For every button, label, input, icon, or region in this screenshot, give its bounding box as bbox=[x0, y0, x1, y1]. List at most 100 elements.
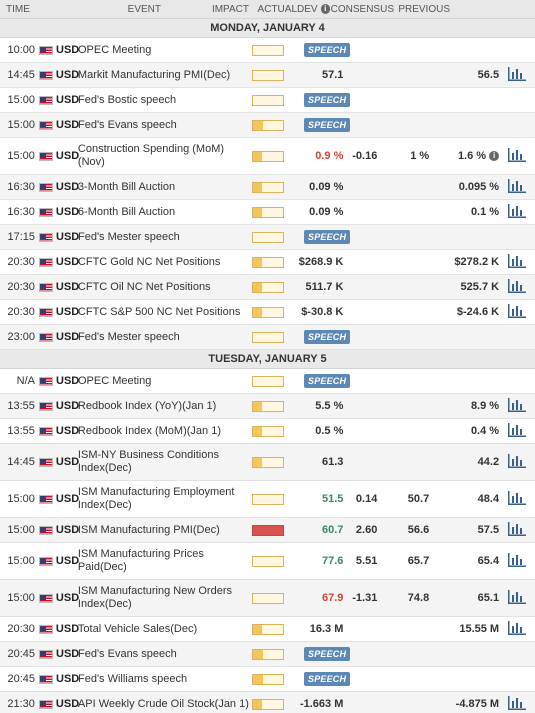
event-name[interactable]: Redbook Index (MoM)(Jan 1) bbox=[77, 424, 221, 437]
event-currency: USD bbox=[55, 256, 80, 268]
event-time: 16:30 bbox=[7, 206, 35, 218]
chart-icon[interactable] bbox=[508, 422, 527, 440]
col-time[interactable]: TIME bbox=[6, 3, 30, 15]
event-name[interactable]: 3-Month Bill Auction bbox=[77, 180, 176, 193]
event-row[interactable]: 16:30 USD 3-Month Bill Auction 0.09 % 0.095 … bbox=[0, 175, 535, 200]
event-deviation: -0.16 bbox=[352, 150, 378, 162]
event-name[interactable]: ISM Manufacturing New Orders Index(Dec) bbox=[77, 585, 232, 610]
event-name[interactable]: Construction Spending (MoM) (Nov) bbox=[77, 143, 225, 168]
event-name[interactable]: Fed's Mester speech bbox=[78, 230, 180, 243]
event-name[interactable]: CFTC S&P 500 NC Net Positions bbox=[77, 305, 241, 318]
speech-badge[interactable]: SPEECH bbox=[304, 93, 351, 107]
chart-icon[interactable] bbox=[508, 620, 527, 638]
event-row[interactable]: 21:30 USD API Weekly Crude Oil Stock(Jan 1… bbox=[0, 692, 535, 713]
impact-bar-low bbox=[251, 281, 284, 293]
event-row[interactable]: 20:30 USD CFTC Gold NC Net Positions $268.9… bbox=[0, 250, 535, 275]
event-currency: USD bbox=[56, 94, 80, 106]
speech-badge[interactable]: SPEECH bbox=[304, 647, 351, 661]
col-event[interactable]: EVENT bbox=[127, 3, 161, 15]
chart-icon[interactable] bbox=[508, 253, 527, 271]
event-name[interactable]: ISM Manufacturing PMI(Dec) bbox=[77, 523, 220, 536]
speech-badge[interactable]: SPEECH bbox=[304, 374, 351, 388]
event-row[interactable]: 13:55 USD Redbook Index (MoM)(Jan 1) 0.5 % 0… bbox=[0, 419, 535, 444]
chart-icon[interactable] bbox=[508, 178, 527, 196]
chart-icon[interactable] bbox=[508, 490, 527, 508]
event-row[interactable]: 23:00 USD Fed's Mester speech SPEECH bbox=[0, 325, 535, 350]
chart-icon[interactable] bbox=[508, 147, 527, 165]
col-consensus[interactable]: CONSENSUS bbox=[330, 3, 394, 15]
event-row[interactable]: 14:45 USD Markit Manufacturing PMI(Dec) 57.… bbox=[0, 63, 535, 88]
event-row[interactable]: 10:00 USD OPEC Meeting SPEECH bbox=[0, 38, 535, 63]
event-name[interactable]: Fed's Evans speech bbox=[78, 647, 177, 660]
chart-icon[interactable] bbox=[508, 453, 527, 471]
event-name[interactable]: Redbook Index (YoY)(Jan 1) bbox=[77, 399, 217, 412]
impact-bar-medium bbox=[252, 375, 284, 387]
event-name[interactable]: ISM-NY Business Conditions Index(Dec) bbox=[77, 449, 219, 474]
previous-value: 56.5 bbox=[477, 69, 500, 81]
event-row[interactable]: 20:30 USD Total Vehicle Sales(Dec) 16.3 M 15… bbox=[0, 617, 535, 642]
chart-cell bbox=[499, 278, 535, 296]
event-name[interactable]: OPEC Meeting bbox=[78, 374, 152, 387]
speech-badge[interactable]: SPEECH bbox=[304, 672, 351, 686]
col-impact[interactable]: IMPACT bbox=[211, 3, 249, 15]
event-name[interactable]: ISM Manufacturing Prices Paid(Dec) bbox=[77, 548, 204, 573]
event-name[interactable]: ISM Manufacturing Employment Index(Dec) bbox=[77, 486, 235, 511]
event-actual: 0.09 % bbox=[309, 206, 344, 218]
chart-cell bbox=[499, 521, 535, 539]
event-row[interactable]: 15:00 USD ISM Manufacturing PMI(Dec) 60.7 2.… bbox=[0, 518, 535, 543]
chart-icon[interactable] bbox=[508, 695, 527, 713]
event-time: 15:00 bbox=[7, 592, 35, 604]
event-name[interactable]: API Weekly Crude Oil Stock(Jan 1) bbox=[77, 697, 249, 710]
chart-icon[interactable] bbox=[508, 203, 527, 221]
event-name[interactable]: Fed's Bostic speech bbox=[78, 93, 177, 106]
event-actual: 0.09 % bbox=[309, 181, 344, 193]
chart-icon[interactable] bbox=[508, 552, 527, 570]
previous-value: 65.1 bbox=[477, 592, 500, 604]
speech-badge[interactable]: SPEECH bbox=[304, 118, 351, 132]
chart-icon[interactable] bbox=[508, 589, 527, 607]
impact-cell bbox=[250, 281, 294, 293]
event-name[interactable]: Total Vehicle Sales(Dec) bbox=[77, 622, 198, 635]
speech-badge[interactable]: SPEECH bbox=[304, 330, 351, 344]
event-row[interactable]: N/A USD OPEC Meeting SPEECH bbox=[0, 369, 535, 394]
event-row[interactable]: 15:00 USD Construction Spending (MoM) (Nov… bbox=[0, 138, 535, 175]
chart-icon[interactable] bbox=[508, 66, 527, 84]
event-row[interactable]: 17:15 USD Fed's Mester speech SPEECH bbox=[0, 225, 535, 250]
event-name[interactable]: Fed's Mester speech bbox=[78, 330, 180, 343]
event-row[interactable]: 20:45 USD Fed's Evans speech SPEECH bbox=[0, 642, 535, 667]
info-icon[interactable]: i bbox=[489, 151, 500, 161]
event-row[interactable]: 20:45 USD Fed's Williams speech SPEECH bbox=[0, 667, 535, 692]
event-row[interactable]: 20:30 USD CFTC Oil NC Net Positions 511.7 K… bbox=[0, 275, 535, 300]
event-row[interactable]: 20:30 USD CFTC S&P 500 NC Net Positions $-3… bbox=[0, 300, 535, 325]
event-row[interactable]: 15:00 USD Fed's Bostic speech SPEECH bbox=[0, 88, 535, 113]
event-name[interactable]: 6-Month Bill Auction bbox=[77, 205, 176, 218]
event-row[interactable]: 13:55 USD Redbook Index (YoY)(Jan 1) 5.5 % 8… bbox=[0, 394, 535, 419]
event-name[interactable]: CFTC Oil NC Net Positions bbox=[77, 280, 211, 293]
col-dev[interactable]: DEV i bbox=[297, 4, 330, 15]
impact-bar-medium bbox=[252, 331, 284, 343]
event-row[interactable]: 16:30 USD 6-Month Bill Auction 0.09 % 0.1 % bbox=[0, 200, 535, 225]
col-previous[interactable]: PREVIOUS bbox=[398, 3, 450, 15]
previous-value: 8.9 % bbox=[470, 400, 500, 412]
impact-cell bbox=[250, 181, 294, 193]
event-name[interactable]: Markit Manufacturing PMI(Dec) bbox=[77, 68, 231, 81]
chart-icon[interactable] bbox=[508, 278, 527, 296]
event-row[interactable]: 15:00 USD ISM Manufacturing Employment Ind… bbox=[0, 481, 535, 518]
speech-badge[interactable]: SPEECH bbox=[304, 230, 351, 244]
event-row[interactable]: 14:45 USD ISM-NY Business Conditions Index… bbox=[0, 444, 535, 481]
event-name[interactable]: CFTC Gold NC Net Positions bbox=[77, 255, 221, 268]
event-name[interactable]: OPEC Meeting bbox=[78, 43, 152, 56]
chart-icon[interactable] bbox=[508, 397, 527, 415]
info-icon[interactable]: i bbox=[320, 4, 330, 14]
chart-icon[interactable] bbox=[508, 521, 527, 539]
speech-badge[interactable]: SPEECH bbox=[304, 43, 351, 57]
event-currency: USD bbox=[55, 698, 80, 710]
event-row[interactable]: 15:00 USD ISM Manufacturing New Orders Ind… bbox=[0, 580, 535, 617]
event-row[interactable]: 15:00 USD Fed's Evans speech SPEECH bbox=[0, 113, 535, 138]
event-row[interactable]: 15:00 USD ISM Manufacturing Prices Paid(De… bbox=[0, 543, 535, 580]
event-name[interactable]: Fed's Williams speech bbox=[78, 672, 188, 685]
chart-icon[interactable] bbox=[508, 303, 527, 321]
col-actual[interactable]: ACTUAL bbox=[257, 3, 297, 15]
impact-fill bbox=[252, 457, 263, 467]
event-name[interactable]: Fed's Evans speech bbox=[78, 118, 177, 131]
